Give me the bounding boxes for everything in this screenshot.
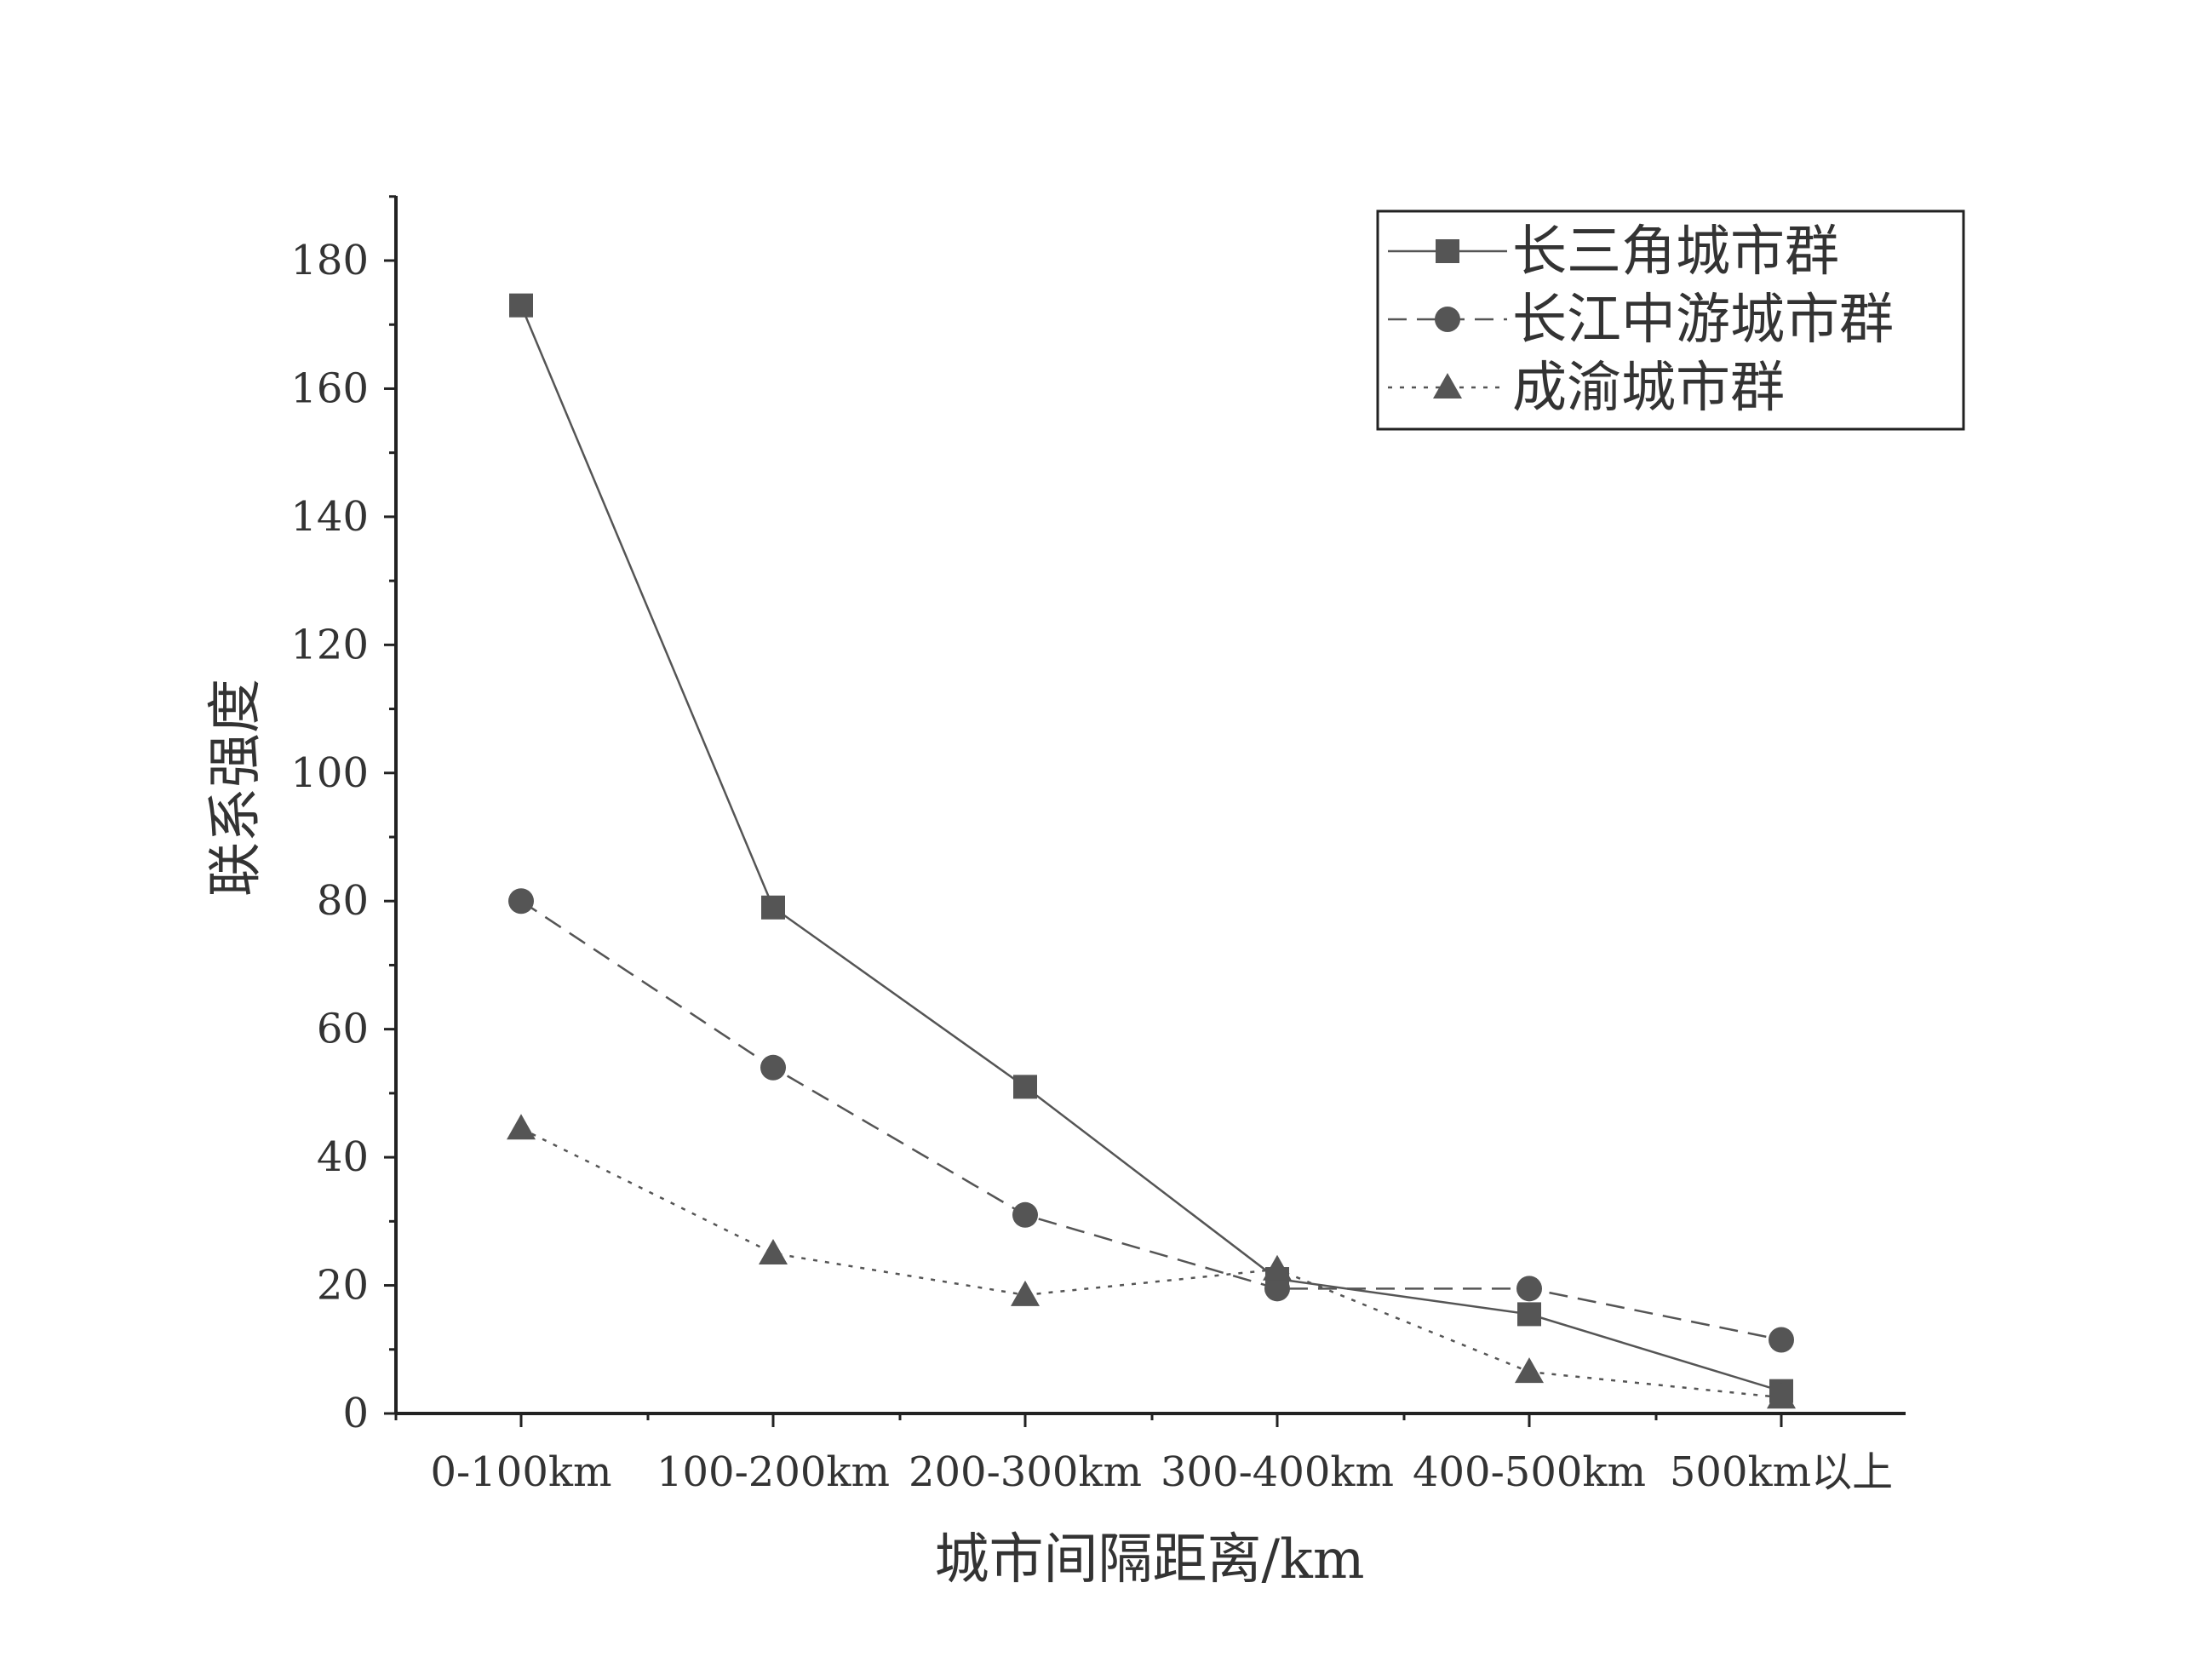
y-tick-label: 20 <box>317 1262 369 1310</box>
x-tick-label: 400-500km <box>1413 1448 1646 1496</box>
legend-entry: 长三角城市群 <box>1388 221 1839 284</box>
series-line <box>519 305 1782 1392</box>
data-point-triangle <box>759 1238 788 1264</box>
series-triangle <box>507 1114 1796 1409</box>
legend-entry: 成渝城市群 <box>1388 357 1785 420</box>
x-tick-label: 300-400km <box>1161 1448 1394 1496</box>
data-point-circle <box>1264 1276 1290 1302</box>
legend-marker-square <box>1436 239 1459 263</box>
series-circle <box>508 888 1794 1353</box>
data-point-square <box>1517 1302 1541 1327</box>
legend-entry: 长江中游城市群 <box>1388 289 1894 352</box>
x-tick-label: 200-300km <box>909 1448 1142 1496</box>
data-point-triangle <box>1011 1280 1040 1306</box>
x-tick-label: 100-200km <box>656 1448 890 1496</box>
data-point-triangle <box>1515 1357 1544 1384</box>
data-point-square <box>761 895 785 920</box>
legend-label: 成渝城市群 <box>1512 357 1785 420</box>
data-point-square <box>1013 1075 1037 1099</box>
y-tick-label: 160 <box>290 364 369 412</box>
y-tick-label: 0 <box>342 1390 369 1437</box>
data-point-circle <box>1769 1327 1794 1353</box>
data-point-circle <box>1012 1201 1038 1228</box>
data-point-circle <box>508 888 534 915</box>
y-tick-label: 100 <box>290 749 369 797</box>
x-tick-label: 500km以上 <box>1670 1448 1893 1496</box>
legend-label: 长江中游城市群 <box>1512 289 1894 352</box>
y-axis-title: 联系强度 <box>204 679 267 897</box>
data-point-triangle <box>507 1114 536 1140</box>
data-point-triangle <box>1263 1254 1292 1281</box>
series-line <box>520 1127 1782 1399</box>
y-tick-label: 40 <box>317 1133 369 1181</box>
legend-marker-triangle <box>1433 373 1462 398</box>
legend-label: 长三角城市群 <box>1512 221 1839 284</box>
series-line <box>520 900 1782 1341</box>
x-tick-label: 0-100km <box>431 1448 612 1496</box>
data-point-triangle <box>1767 1383 1796 1409</box>
y-tick-label: 80 <box>317 877 369 925</box>
data-point-circle <box>760 1054 786 1081</box>
y-tick-label: 120 <box>290 621 369 668</box>
series-group <box>507 293 1796 1409</box>
x-axis-title: 城市间隔距离/km <box>934 1528 1364 1591</box>
y-tick-label: 60 <box>317 1006 369 1053</box>
series-square <box>509 293 1793 1403</box>
data-point-circle <box>1516 1276 1542 1302</box>
legend-marker-circle <box>1435 307 1460 332</box>
y-tick-label: 140 <box>290 493 369 541</box>
data-point-square <box>509 293 533 318</box>
y-tick-label: 180 <box>290 237 369 284</box>
axes: 0 20 40 60 80 100 120 140 160 180 0-100km 100-200km… <box>290 195 1906 1496</box>
